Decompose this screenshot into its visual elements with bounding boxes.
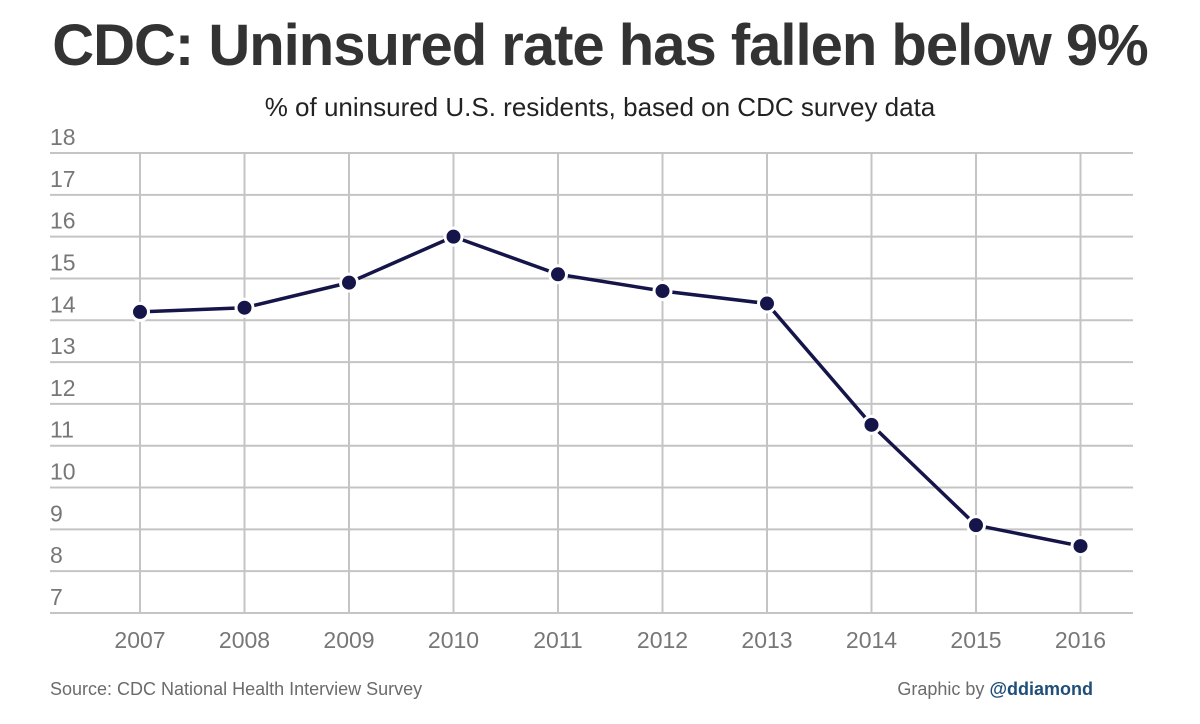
x-tick-label: 2012 [637,627,688,653]
series-segment [870,423,978,527]
data-point [652,281,673,301]
y-axis-labels: 18 17 16 15 14 13 12 11 10 9 8 7 [50,124,76,610]
x-tick-label: 2007 [114,627,165,653]
series-segment [452,234,559,276]
series-segment [348,235,455,285]
credit: Graphic by @ddiamond [897,679,1093,700]
x-tick-label: 2010 [428,627,479,653]
x-tick-label: 2009 [323,627,374,653]
data-point [130,301,150,322]
x-tick-label: 2016 [1055,627,1106,653]
x-tick-label: 2013 [741,627,792,653]
credit-prefix: Graphic by [897,679,985,699]
y-tick-label: 13 [50,333,76,359]
grid [50,152,1133,614]
x-tick-label: 2008 [219,627,270,653]
data-point [1070,536,1091,557]
credit-handle: @ddiamond [989,679,1093,699]
chart-title: CDC: Uninsured rate has fallen below 9% [52,13,1148,78]
data-point [339,272,359,293]
series-segment [765,302,873,426]
y-tick-label: 7 [50,584,63,610]
source-note: Source: CDC National Health Interview Su… [50,679,423,699]
x-tick-label: 2014 [846,627,897,653]
x-tick-label: 2011 [533,627,582,653]
data-point [966,515,986,536]
y-tick-label: 15 [50,249,76,275]
series-segment [557,272,663,293]
y-tick-label: 9 [50,500,63,526]
y-tick-label: 8 [50,542,63,568]
series-segment [139,305,245,314]
data-point [443,226,464,247]
series [130,226,1091,557]
y-tick-label: 17 [50,166,76,192]
y-tick-label: 16 [50,208,76,234]
series-segment [975,523,1081,548]
y-tick-label: 18 [50,124,76,150]
y-tick-label: 14 [50,291,76,317]
y-tick-label: 10 [50,459,76,485]
y-tick-label: 12 [50,375,76,401]
x-tick-label: 2015 [950,627,1001,653]
y-tick-label: 11 [50,417,74,443]
series-segment [662,289,768,306]
data-point [548,264,568,285]
series-segment [244,280,350,310]
chart-subtitle: % of uninsured U.S. residents, based on … [264,92,936,122]
data-point [757,293,777,314]
x-axis-labels: 2007 2008 2009 2010 2011 2012 2013 2014 2015 2016 [114,627,1106,653]
data-point [234,297,255,318]
data-point [861,414,882,435]
